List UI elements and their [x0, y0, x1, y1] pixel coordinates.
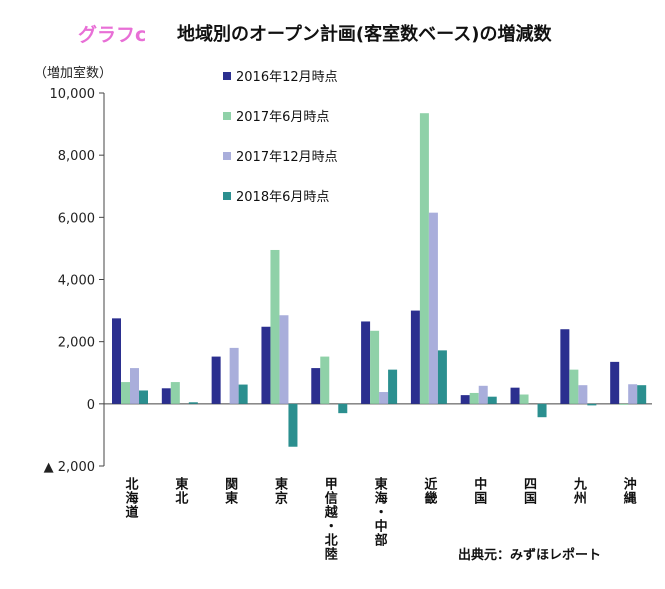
bar — [338, 403, 348, 414]
y-tick-label: 8,000 — [58, 149, 95, 164]
category-label: 東京 — [272, 476, 288, 505]
bar — [478, 385, 488, 404]
bar — [139, 390, 148, 404]
category-label: 近畿 — [421, 476, 437, 505]
bar — [637, 385, 647, 404]
figure-label: グラフc — [78, 24, 147, 46]
chart-axes: 10,000 8,000 6,000 4,000 2,000 0 ▲ 2,000 — [44, 87, 652, 475]
y-tick-label: 4,000 — [58, 274, 95, 289]
y-tick-label: 10,000 — [50, 87, 96, 102]
bar — [587, 403, 597, 406]
legend-label: 2017年6月時点 — [236, 110, 329, 125]
bar — [270, 249, 280, 404]
legend-swatch — [223, 112, 231, 120]
category-label: 沖縄 — [621, 476, 637, 505]
legend-swatch — [223, 192, 231, 200]
category-label: 甲信越・北陸 — [322, 477, 339, 561]
bar — [279, 315, 289, 404]
bar — [510, 387, 520, 404]
y-tick-label: ▲ 2,000 — [44, 460, 95, 475]
bar — [121, 382, 130, 404]
legend-label: 2018年6月時点 — [236, 190, 329, 205]
bar — [361, 321, 371, 404]
bar — [537, 403, 547, 418]
bar — [161, 388, 171, 404]
bar — [437, 350, 447, 404]
category-label: 東海・中部 — [372, 476, 388, 547]
legend-label: 2016年12月時点 — [236, 70, 338, 85]
legend-swatch — [223, 72, 231, 80]
bar — [238, 384, 248, 404]
bar — [112, 318, 121, 404]
bar — [569, 369, 579, 404]
chart-title: 地域別のオープン計画(客室数ベース)の増減数 — [177, 24, 552, 45]
legend-label: 2017年12月時点 — [236, 150, 338, 165]
bar — [320, 356, 330, 404]
bar — [487, 396, 497, 404]
source-note: 出典元：みずほレポート — [458, 548, 602, 563]
category-label: 関東 — [222, 477, 238, 505]
bar — [379, 392, 389, 404]
bar — [229, 347, 239, 404]
bar — [261, 326, 271, 404]
bar — [130, 368, 139, 404]
bar — [211, 356, 221, 404]
bar — [619, 403, 629, 405]
bar — [188, 402, 198, 404]
bar — [628, 384, 638, 404]
bar — [388, 369, 398, 404]
chart-labels: 北海道 東北 関東 東京 甲信越・北陸 東海・中部 近畿 中国 四国 九州 沖縄 — [123, 476, 637, 561]
bar — [419, 113, 429, 404]
bar — [370, 330, 380, 404]
bar — [469, 392, 479, 404]
bar — [460, 395, 470, 404]
bar — [578, 385, 588, 404]
chart-legend: 2016年12月時点 2017年6月時点 2017年12月時点 2018年6月時点 — [223, 70, 338, 205]
y-tick-label: 2,000 — [58, 336, 95, 351]
bar — [410, 310, 420, 404]
chart-bars — [112, 113, 647, 447]
category-label: 北海道 — [123, 477, 139, 519]
y-axis-unit-label: （増加室数） — [34, 66, 113, 81]
bar — [610, 361, 620, 404]
legend-swatch — [223, 152, 231, 160]
bar — [519, 394, 529, 404]
category-label: 東北 — [172, 476, 188, 505]
y-tick-label: 0 — [87, 398, 95, 413]
category-label: 九州 — [571, 477, 588, 505]
bar — [288, 403, 298, 447]
category-label: 中国 — [471, 476, 487, 505]
bar — [560, 329, 570, 404]
bar — [170, 382, 180, 404]
y-tick-label: 6,000 — [58, 211, 95, 226]
bar — [311, 368, 321, 404]
bar — [428, 212, 438, 404]
category-label: 四国 — [521, 477, 537, 505]
